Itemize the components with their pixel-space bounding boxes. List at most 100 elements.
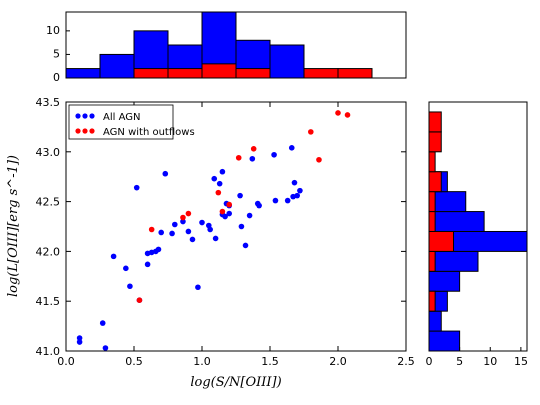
point-outflow-9	[308, 129, 314, 135]
right-hist-bar-outflow-11	[428, 111, 442, 133]
right-hist-xtick-0: 0	[426, 355, 433, 368]
xtick-label-5: 2.5	[397, 355, 415, 368]
point-all-agn-27	[216, 180, 223, 187]
right-hist-bar-outflow-8	[428, 171, 442, 193]
right-hist-bar-all-6	[428, 211, 485, 232]
point-all-agn-17	[172, 221, 178, 228]
right-hist-bar-outflow-4	[428, 250, 436, 272]
point-all-agn-35	[238, 223, 245, 230]
right-histogram-ticks	[428, 347, 522, 351]
right-hist-bar-all-4	[428, 250, 479, 272]
right-hist-bar-outflow-9	[428, 151, 436, 173]
legend-label-outflow: AGN with outflows	[103, 127, 195, 138]
legend-marker-outflow-3	[89, 128, 95, 134]
right-histogram	[428, 111, 528, 352]
point-all-agn-37	[246, 212, 253, 219]
right-hist-bar-outflow-6	[428, 211, 436, 232]
point-all-agn-7	[133, 184, 140, 191]
point-all-agn-26	[212, 235, 219, 242]
point-all-agn-48	[297, 187, 303, 194]
point-all-agn-0	[76, 335, 83, 341]
top-histogram	[65, 11, 373, 79]
right-hist-xtick-15: 15	[514, 355, 528, 368]
legend-marker-all-2	[82, 113, 88, 119]
point-all-agn-42	[272, 197, 279, 204]
right-hist-bar-outflow-10	[428, 131, 442, 153]
point-outflow-12	[344, 112, 351, 118]
legend-marker-all-3	[89, 113, 95, 119]
point-outflow-0	[136, 297, 143, 304]
right-hist-bar-all-0	[428, 330, 461, 352]
point-outflow-11	[335, 110, 341, 116]
point-outflow-4	[215, 189, 222, 196]
point-all-agn-30	[222, 213, 228, 220]
top-histogram-frame	[65, 11, 407, 79]
point-all-agn-25	[211, 175, 218, 182]
point-all-agn-40	[256, 202, 262, 209]
point-outflow-7	[235, 154, 242, 161]
point-all-agn-47	[294, 192, 301, 199]
point-outflow-5	[219, 208, 226, 215]
legend-box	[68, 104, 174, 140]
legend-marker-all-1	[75, 113, 81, 119]
point-all-agn-20	[189, 236, 196, 243]
legend-label-all: All AGN	[103, 112, 140, 123]
point-all-agn-5	[123, 265, 129, 272]
point-all-agn-24	[207, 226, 213, 233]
ytick-label-5: 43.5	[36, 96, 61, 109]
legend: All AGN AGN with outflows	[68, 104, 195, 140]
xtick-label-4: 2.0	[329, 355, 347, 368]
point-all-agn-21	[195, 284, 201, 291]
top-hist-bar-outflow-8	[337, 68, 373, 79]
right-hist-bar-outflow-5	[428, 230, 454, 252]
y-axis-label: log(L[OIII][erg s^-1])	[6, 155, 21, 297]
main-scatter	[76, 110, 351, 351]
point-all-agn-41	[271, 151, 277, 158]
point-all-agn-19	[185, 228, 192, 235]
point-all-agn-38	[249, 155, 256, 162]
top-hist-bar-outflow-5	[235, 68, 271, 79]
top-histogram-ticks	[66, 30, 70, 79]
legend-marker-outflow-2	[82, 128, 88, 134]
top-hist-bar-all-6	[269, 44, 305, 79]
point-outflow-2	[180, 214, 186, 221]
ytick-label-1: 41.5	[36, 295, 61, 308]
point-all-agn-16	[169, 230, 175, 237]
right-hist-xtick-10: 10	[483, 355, 497, 368]
right-hist-bar-outflow-2	[428, 290, 436, 312]
point-all-agn-13	[155, 246, 162, 253]
xtick-label-1: 0.5	[125, 355, 143, 368]
top-hist-bar-outflow-2	[133, 68, 169, 79]
point-all-agn-36	[242, 242, 249, 249]
point-all-agn-15	[162, 170, 169, 177]
point-all-agn-46	[291, 179, 298, 186]
ytick-label-3: 42.5	[36, 196, 61, 209]
point-all-agn-6	[127, 283, 133, 290]
point-all-agn-34	[237, 192, 243, 199]
right-hist-bar-all-3	[428, 270, 461, 292]
top-hist-ytick-10: 10	[46, 24, 60, 37]
point-all-agn-44	[288, 145, 295, 151]
ytick-label-4: 43.0	[36, 146, 61, 159]
point-all-agn-18	[180, 218, 186, 225]
point-all-agn-14	[158, 229, 164, 236]
right-hist-bar-all-1	[428, 310, 442, 332]
main-scatter-frame	[65, 101, 407, 352]
point-outflow-3	[185, 210, 192, 217]
right-hist-bar-outflow-7	[428, 191, 436, 213]
point-all-agn-43	[284, 197, 291, 204]
top-hist-ytick-0: 0	[53, 71, 60, 84]
point-all-agn-32	[226, 210, 232, 217]
point-all-agn-1	[76, 339, 83, 345]
point-outflow-10	[316, 156, 322, 163]
top-hist-bar-outflow-4	[201, 63, 237, 79]
top-hist-bar-outflow-3	[167, 68, 203, 79]
point-outflow-6	[226, 201, 232, 208]
point-all-agn-10	[144, 261, 151, 268]
xtick-label-0: 0.0	[57, 355, 75, 368]
point-outflow-8	[250, 146, 257, 152]
point-all-agn-4	[110, 253, 117, 260]
top-hist-ytick-5: 5	[53, 47, 60, 60]
xtick-label-3: 1.5	[261, 355, 279, 368]
xtick-label-2: 1.0	[193, 355, 211, 368]
